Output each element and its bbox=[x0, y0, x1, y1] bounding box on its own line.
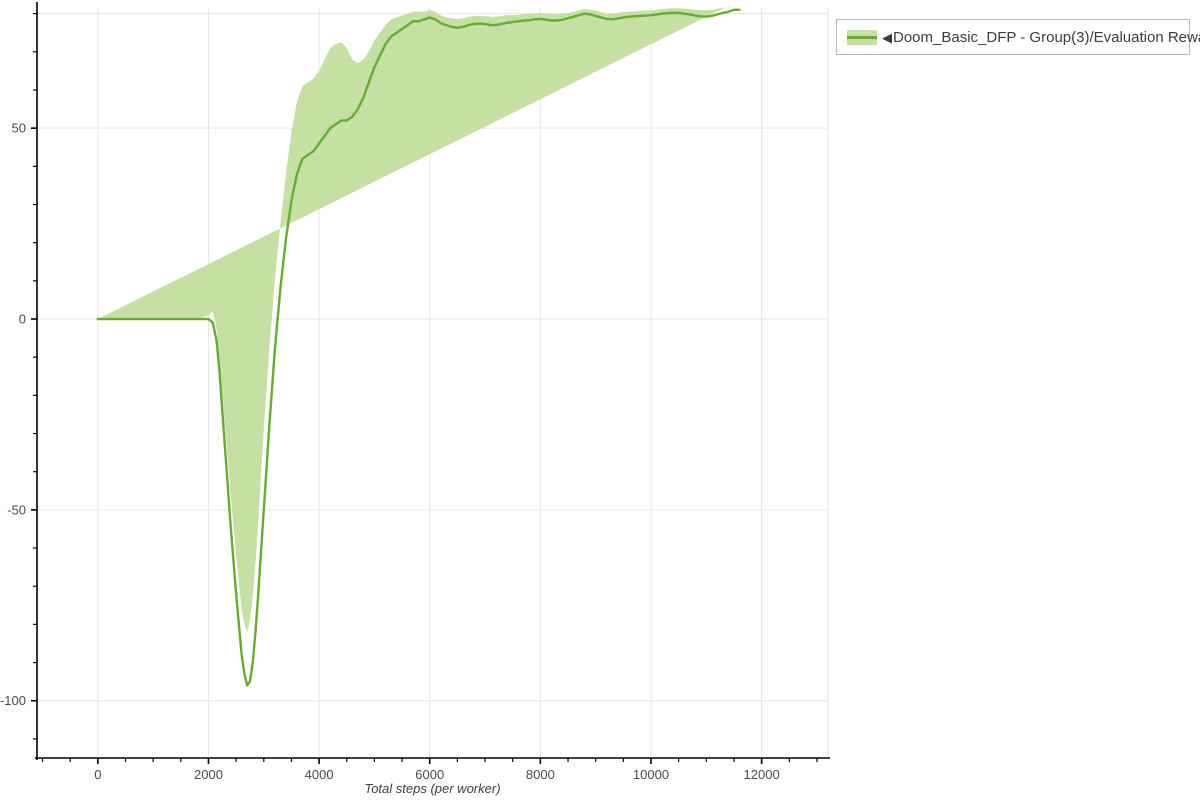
tick-labels: 50 0 -50 -100 0 2000 4000 6000 8000 10000 12000 bbox=[0, 121, 780, 782]
legend-entry-label: Doom_Basic_DFP - Group(3)/Evaluation Rew… bbox=[893, 28, 1200, 46]
x-axis-tick-label: 10000 bbox=[633, 767, 669, 782]
y-axis-tick-label: 50 bbox=[12, 121, 26, 136]
x-axis-tick-label: 2000 bbox=[194, 767, 223, 782]
x-axis-tick-label: 6000 bbox=[415, 767, 444, 782]
x-axis-tick-label: 0 bbox=[94, 767, 101, 782]
band-area bbox=[97, 6, 732, 633]
axes bbox=[31, 2, 830, 764]
y-axis-tick-label: -50 bbox=[7, 502, 26, 517]
chart-legend[interactable]: ◀ Doom_Basic_DFP - Group(3)/Evaluation R… bbox=[836, 19, 1200, 55]
series-line bbox=[96, 8, 741, 687]
x-axis-title: Total steps (per worker) bbox=[364, 781, 500, 796]
mean-line bbox=[96, 8, 741, 687]
x-axis-tick-label: 8000 bbox=[526, 767, 555, 782]
legend-color-swatch bbox=[847, 29, 877, 45]
y-axis-tick-label: 0 bbox=[19, 312, 26, 327]
x-axis-tick-label: 12000 bbox=[744, 767, 780, 782]
confidence-band bbox=[97, 6, 732, 633]
x-axis-tick-label: 4000 bbox=[305, 767, 334, 782]
y-axis-tick-label: -100 bbox=[0, 693, 26, 708]
legend-triangle-icon: ◀ bbox=[882, 29, 892, 45]
